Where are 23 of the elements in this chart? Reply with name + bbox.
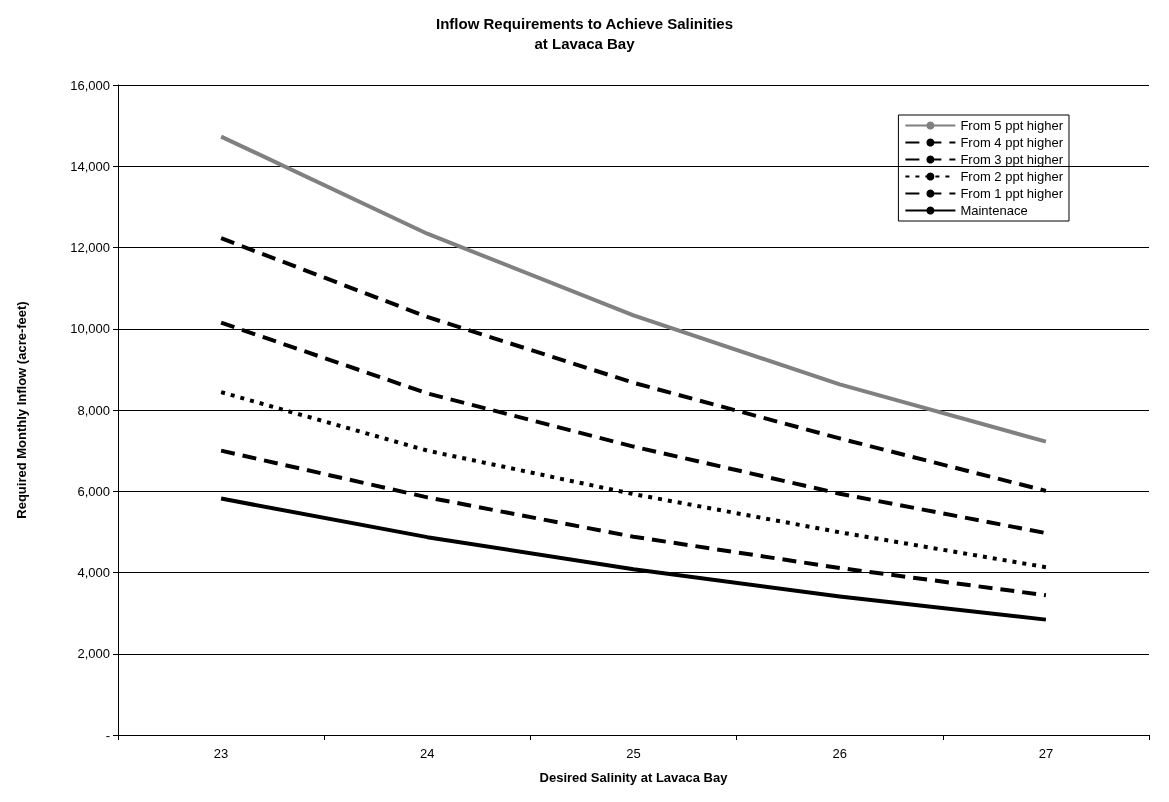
x-tick-label: 25 xyxy=(626,746,641,761)
legend-label: From 1 ppt higher xyxy=(960,186,1064,201)
legend-label: From 5 ppt higher xyxy=(960,118,1064,133)
legend-label: From 3 ppt higher xyxy=(960,152,1064,167)
y-tick-label: 10,000 xyxy=(70,321,110,337)
x-tick-label: 27 xyxy=(1038,746,1054,761)
y-tick-label: 12,000 xyxy=(70,240,110,255)
y-tick-label: 8,000 xyxy=(77,402,110,418)
chart-title: Inflow Requirements to Achieve Salinities at Lavaca Bay xyxy=(435,14,734,52)
y-axis-title: Required Monthly Inflow (acre-feet) xyxy=(14,301,29,519)
legend-label: Maintenace xyxy=(960,203,1028,218)
x-tick-label: 23 xyxy=(213,746,229,761)
x-tick-label: 26 xyxy=(832,746,847,761)
legend-label: From 2 ppt higher xyxy=(960,169,1064,184)
y-tick-label: - xyxy=(105,727,110,743)
y-tick-label: 4,000 xyxy=(77,565,110,580)
x-axis-title: Desired Salinity at Lavaca Bay xyxy=(539,770,729,785)
y-tick-label: 2,000 xyxy=(77,646,110,662)
y-tick-label: 14,000 xyxy=(70,158,110,174)
y-tick-label: 16,000 xyxy=(70,77,110,93)
x-tick-label: 24 xyxy=(420,746,435,761)
legend-label: From 4 ppt higher xyxy=(960,135,1064,150)
y-tick-label: 6,000 xyxy=(77,483,110,499)
